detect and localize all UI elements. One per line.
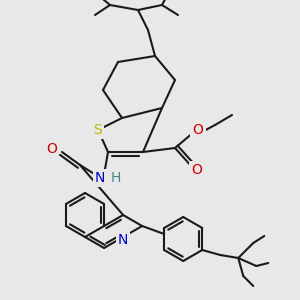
Text: N: N <box>95 171 105 185</box>
Text: O: O <box>193 123 203 137</box>
Text: O: O <box>192 163 203 177</box>
Text: S: S <box>94 123 102 137</box>
Text: N: N <box>118 233 128 247</box>
Text: O: O <box>46 142 57 156</box>
Text: H: H <box>111 171 122 185</box>
